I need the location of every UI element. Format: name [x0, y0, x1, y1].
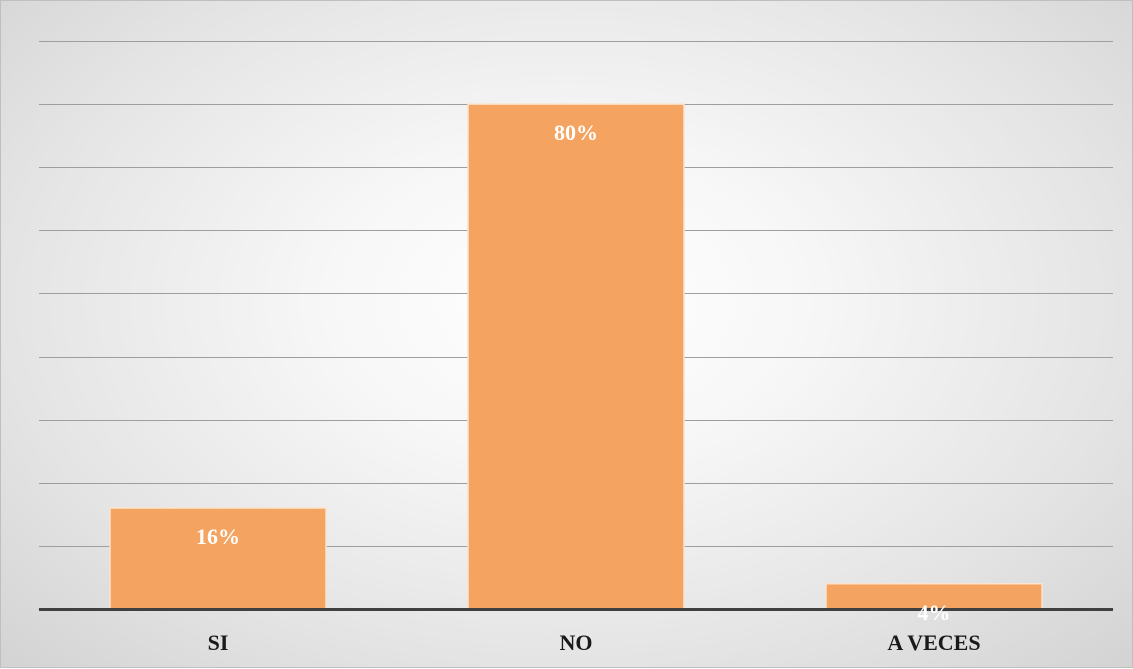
bar-no	[467, 103, 685, 610]
data-label: 4%	[918, 600, 951, 625]
bar-si	[109, 507, 327, 610]
data-label: 80%	[554, 120, 598, 145]
category-label: SI	[208, 630, 229, 655]
category-label: NO	[560, 630, 593, 655]
data-label: 16%	[196, 524, 240, 549]
category-label: A VECES	[887, 630, 980, 655]
